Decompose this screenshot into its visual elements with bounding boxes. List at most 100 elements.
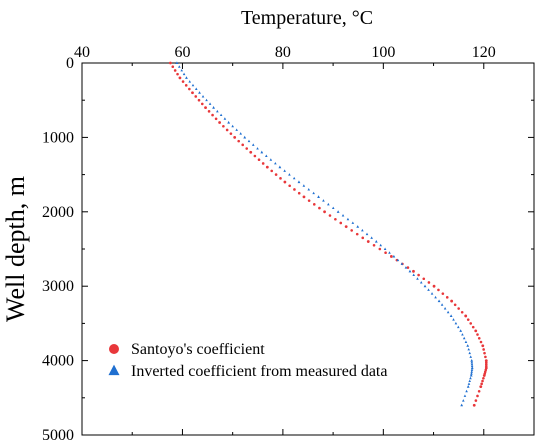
data-point-fill bbox=[464, 340, 468, 343]
data-point-fill bbox=[466, 318, 470, 321]
data-point bbox=[227, 120, 231, 124]
data-point bbox=[317, 195, 320, 198]
data-point-fill bbox=[334, 217, 337, 221]
data-point bbox=[278, 165, 282, 169]
data-point bbox=[466, 385, 470, 388]
data-point bbox=[374, 239, 378, 243]
legend-marker bbox=[108, 364, 120, 376]
data-point bbox=[389, 255, 393, 258]
data-point-fill bbox=[181, 80, 185, 83]
data-point bbox=[344, 225, 348, 229]
data-point-fill bbox=[211, 113, 214, 117]
data-point bbox=[466, 344, 470, 347]
y-tick-label: 5000 bbox=[42, 427, 74, 444]
series-2 bbox=[175, 61, 474, 407]
data-point-fill bbox=[443, 307, 447, 310]
data-point-fill bbox=[176, 72, 179, 76]
data-point bbox=[423, 284, 427, 288]
data-point-fill bbox=[239, 132, 243, 135]
data-point-fill bbox=[416, 277, 419, 280]
data-point-fill bbox=[274, 161, 277, 165]
legend-label: Inverted coefficient from measured data bbox=[131, 363, 387, 380]
data-point-fill bbox=[361, 228, 364, 232]
data-point-fill bbox=[477, 389, 481, 393]
data-point-fill bbox=[256, 147, 259, 150]
data-point-fill bbox=[283, 169, 286, 172]
data-point-fill bbox=[434, 295, 437, 299]
data-point bbox=[408, 269, 412, 273]
data-point-fill bbox=[346, 217, 350, 221]
data-point bbox=[474, 329, 478, 333]
data-point bbox=[472, 403, 476, 407]
data-point-fill bbox=[465, 389, 468, 393]
data-point-fill bbox=[484, 355, 487, 359]
data-point bbox=[464, 314, 468, 318]
data-point-fill bbox=[245, 147, 249, 150]
data-point-fill bbox=[200, 102, 204, 106]
x-axis: 40 60 80 100 120 bbox=[74, 44, 535, 435]
data-point-fill bbox=[483, 351, 486, 355]
data-point-fill bbox=[370, 236, 373, 239]
data-point-fill bbox=[372, 243, 376, 247]
data-point-fill bbox=[462, 399, 465, 402]
legend: Santoyo's coefficient Inverted coefficien… bbox=[108, 341, 387, 380]
data-point-fill bbox=[208, 102, 212, 105]
data-point-fill bbox=[351, 221, 355, 224]
data-point-fill bbox=[292, 176, 296, 180]
data-point-fill bbox=[257, 158, 261, 162]
y-axis-title: Well depth, m bbox=[1, 176, 30, 322]
data-point-fill bbox=[219, 113, 223, 117]
data-point-fill bbox=[477, 336, 481, 340]
series-layer bbox=[168, 61, 488, 407]
data-point-fill bbox=[427, 288, 430, 291]
data-point-fill bbox=[270, 169, 274, 173]
data-point-fill bbox=[400, 262, 404, 265]
data-point-fill bbox=[331, 206, 335, 210]
data-point-fill bbox=[302, 184, 306, 187]
y-tick-label: 0 bbox=[66, 55, 74, 72]
data-point-fill bbox=[191, 83, 195, 87]
x-tick-label: 40 bbox=[74, 44, 90, 61]
data-point bbox=[470, 358, 474, 362]
data-point bbox=[283, 180, 287, 184]
data-point-fill bbox=[355, 232, 359, 236]
data-point-fill bbox=[279, 177, 282, 180]
data-point bbox=[356, 225, 360, 228]
data-point-fill bbox=[180, 68, 183, 72]
data-point-fill bbox=[484, 363, 488, 366]
data-point-fill bbox=[419, 280, 423, 284]
data-point-fill bbox=[469, 376, 472, 380]
data-point-fill bbox=[188, 87, 191, 91]
y-tick-label: 4000 bbox=[42, 353, 74, 370]
data-point bbox=[481, 344, 485, 348]
data-point bbox=[412, 269, 415, 273]
data-point-fill bbox=[237, 139, 240, 143]
data-point bbox=[479, 385, 483, 389]
data-point-fill bbox=[214, 117, 218, 121]
data-point bbox=[459, 329, 463, 332]
data-point bbox=[297, 180, 301, 184]
data-point-fill bbox=[229, 132, 233, 135]
data-point-fill bbox=[223, 117, 227, 120]
x-tick-label: 60 bbox=[174, 44, 190, 61]
data-point bbox=[392, 254, 396, 258]
data-point-fill bbox=[341, 214, 345, 217]
data-point-fill bbox=[476, 333, 479, 336]
data-point-fill bbox=[470, 362, 474, 366]
data-point-fill bbox=[476, 394, 479, 398]
data-point-fill bbox=[480, 382, 483, 386]
y-tick-label: 3000 bbox=[42, 278, 74, 295]
data-point-fill bbox=[293, 188, 296, 191]
data-point-fill bbox=[312, 191, 315, 195]
data-point bbox=[233, 136, 237, 139]
data-point-fill bbox=[205, 98, 208, 102]
data-point bbox=[218, 121, 222, 124]
data-point-fill bbox=[440, 303, 444, 306]
data-point-fill bbox=[412, 273, 416, 277]
data-point-fill bbox=[297, 191, 301, 195]
data-point-fill bbox=[188, 80, 192, 83]
data-point-fill bbox=[427, 281, 431, 284]
data-point-fill bbox=[261, 162, 265, 165]
data-point-fill bbox=[265, 154, 268, 157]
data-point-fill bbox=[365, 232, 369, 236]
